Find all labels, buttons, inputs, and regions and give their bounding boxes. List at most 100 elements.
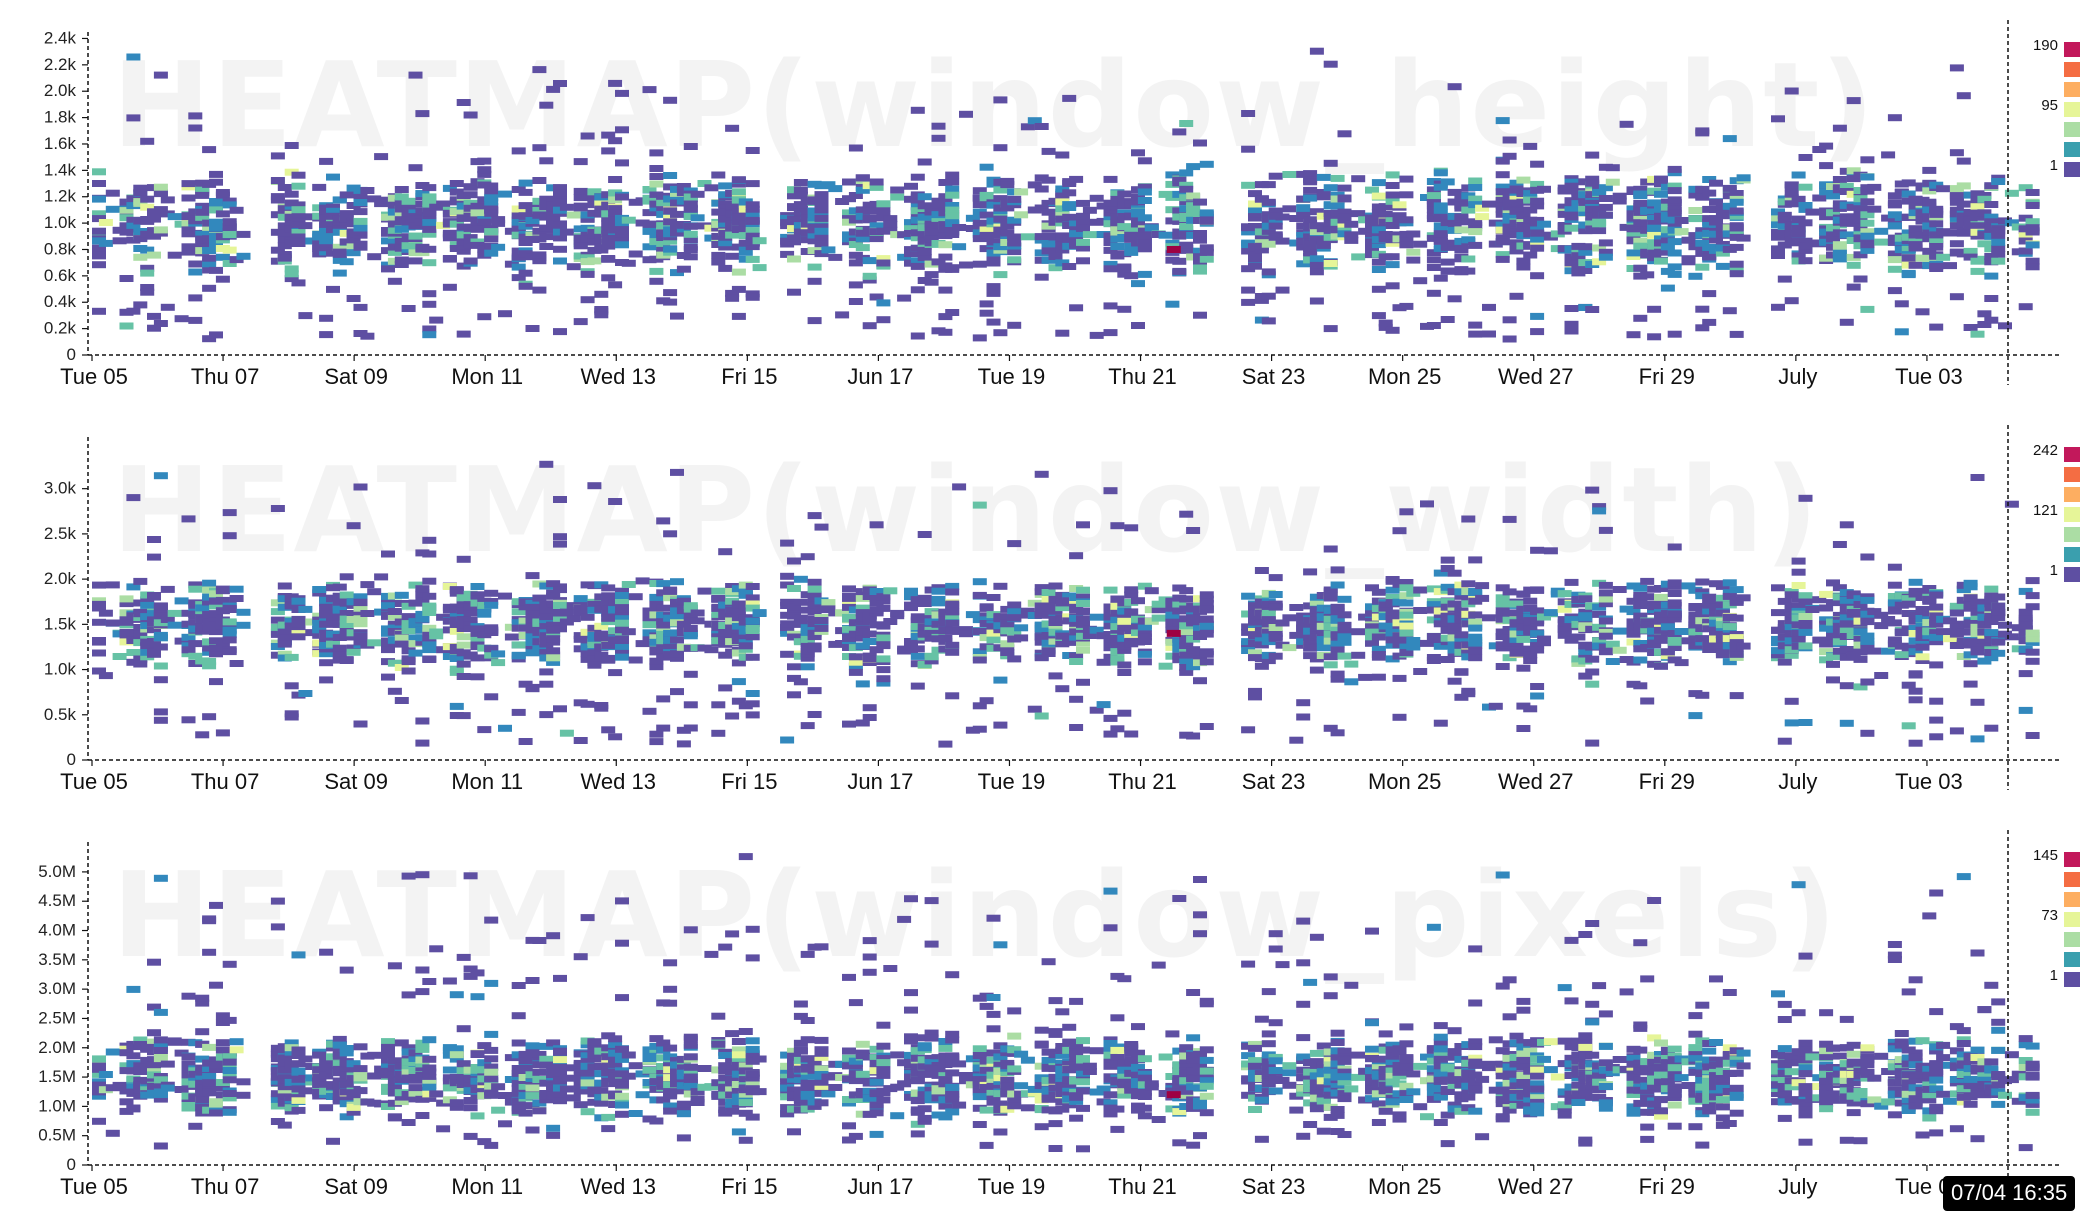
heatmap-cell (1667, 187, 1682, 195)
heatmap-cell (1399, 629, 1414, 637)
heatmap-cell (924, 278, 939, 286)
heatmap-cell (1516, 263, 1531, 271)
heatmap-cell (1495, 238, 1510, 246)
heatmap-cell (1124, 608, 1139, 616)
heatmap-cell (1268, 233, 1283, 241)
heatmap-cell (92, 604, 106, 612)
heatmap-cell (1695, 263, 1710, 271)
heatmap-cell (1351, 651, 1366, 659)
heatmap-cell (904, 225, 918, 233)
heatmap-cell (1426, 192, 1441, 200)
heatmap-cell (188, 124, 203, 132)
heatmap-cell (1399, 579, 1414, 586)
heatmap-cell (601, 656, 616, 664)
heatmap-cell (1468, 218, 1483, 226)
heatmap-cell (945, 309, 960, 316)
heatmap-cell (1922, 199, 1937, 207)
heatmap-cell (1991, 232, 2006, 239)
heatmap-cell (945, 212, 960, 220)
heatmap-cell (1598, 184, 1613, 192)
heatmap-cell (573, 635, 588, 643)
heatmap-cell (353, 615, 368, 623)
heatmap-cell (1241, 145, 1256, 153)
heatmap-cell (979, 231, 994, 239)
heatmap-cell (92, 618, 106, 626)
heatmap-cell (1055, 685, 1070, 693)
heatmap-cell (539, 460, 554, 468)
heatmap-cell (484, 235, 499, 243)
heatmap-cell (1034, 273, 1049, 281)
heatmap-cell (1296, 713, 1311, 721)
heatmap-cell (601, 242, 616, 250)
heatmap-cell (821, 599, 836, 607)
heatmap-cell (1729, 243, 1744, 251)
heatmap-cell (1605, 178, 1620, 186)
heatmap-cell (1943, 262, 1957, 270)
heatmap-cell (1564, 305, 1579, 312)
heatmap-cell (1062, 189, 1077, 197)
heatmap-cell (855, 244, 870, 252)
heatmap-cell (1399, 216, 1414, 224)
heatmap-cell (745, 617, 760, 625)
heatmap-cell (601, 239, 616, 246)
heatmap-cell (1392, 212, 1407, 220)
heatmap-cell (979, 309, 994, 317)
heatmap-cell (1468, 228, 1483, 236)
heatmap-cell (153, 472, 168, 480)
heatmap-cell (1179, 246, 1194, 254)
heatmap-cell (1151, 606, 1166, 614)
heatmap-cell (484, 598, 499, 605)
heatmap-cell (1791, 171, 1806, 179)
heatmap-cell (1564, 211, 1579, 219)
heatmap-cell (1475, 594, 1490, 602)
heatmap-cell (1199, 600, 1214, 607)
heatmap-cell (642, 243, 657, 251)
heatmap-cell (615, 226, 629, 234)
heatmap-cell (731, 697, 746, 705)
heatmap-cell (346, 295, 361, 302)
heatmap-cell (1179, 510, 1194, 518)
heatmap-cell (745, 201, 760, 209)
heatmap-cell (1007, 195, 1022, 203)
heatmap-cell (92, 227, 106, 235)
heatmap-cell (167, 213, 182, 221)
heatmap-cell (1991, 227, 2006, 235)
heatmap-cell (1193, 230, 1207, 237)
heatmap-cell (1399, 175, 1414, 183)
heatmap-cell (1592, 220, 1607, 228)
heatmap-cell (1124, 229, 1139, 237)
heatmap-cell (910, 652, 925, 660)
heatmap-cell (1199, 244, 1214, 252)
heatmap-cell (1330, 616, 1345, 624)
heatmap-cell (1007, 216, 1022, 224)
heatmap-cell (126, 583, 141, 591)
heatmap-cell (298, 222, 313, 230)
heatmap-cell (869, 222, 884, 230)
heatmap-cell (195, 213, 210, 221)
heatmap-cell (174, 637, 189, 645)
heatmap-cell (1887, 287, 1902, 295)
heatmap-cell (319, 650, 334, 658)
heatmap-cell (649, 173, 664, 180)
heatmap-cell (1034, 712, 1049, 720)
heatmap-cell (429, 628, 444, 636)
heatmap-cell (367, 253, 382, 261)
heatmap-cell (98, 219, 113, 226)
heatmap-cell (319, 331, 334, 339)
heatmap-cell (1241, 181, 1256, 189)
heatmap-cell (1337, 611, 1352, 619)
x-tick-label: Thu 07 (191, 364, 260, 389)
heatmap-cell (904, 182, 918, 190)
heatmap-cell (470, 591, 485, 599)
heatmap-cell (422, 219, 437, 227)
heatmap-plot[interactable]: 00.2k0.4k0.6k0.8k1.0k1.2k1.4k1.6k1.8k2.0… (0, 0, 2098, 405)
heatmap-cell (1832, 124, 1847, 132)
heatmap-cell (353, 593, 368, 601)
heatmap-cell (484, 206, 499, 214)
heatmap-cell (1702, 318, 1717, 326)
heatmap-cell (1860, 232, 1875, 240)
heatmap-cell (167, 621, 182, 629)
heatmap-cell (608, 209, 623, 217)
heatmap-cell (615, 637, 629, 644)
